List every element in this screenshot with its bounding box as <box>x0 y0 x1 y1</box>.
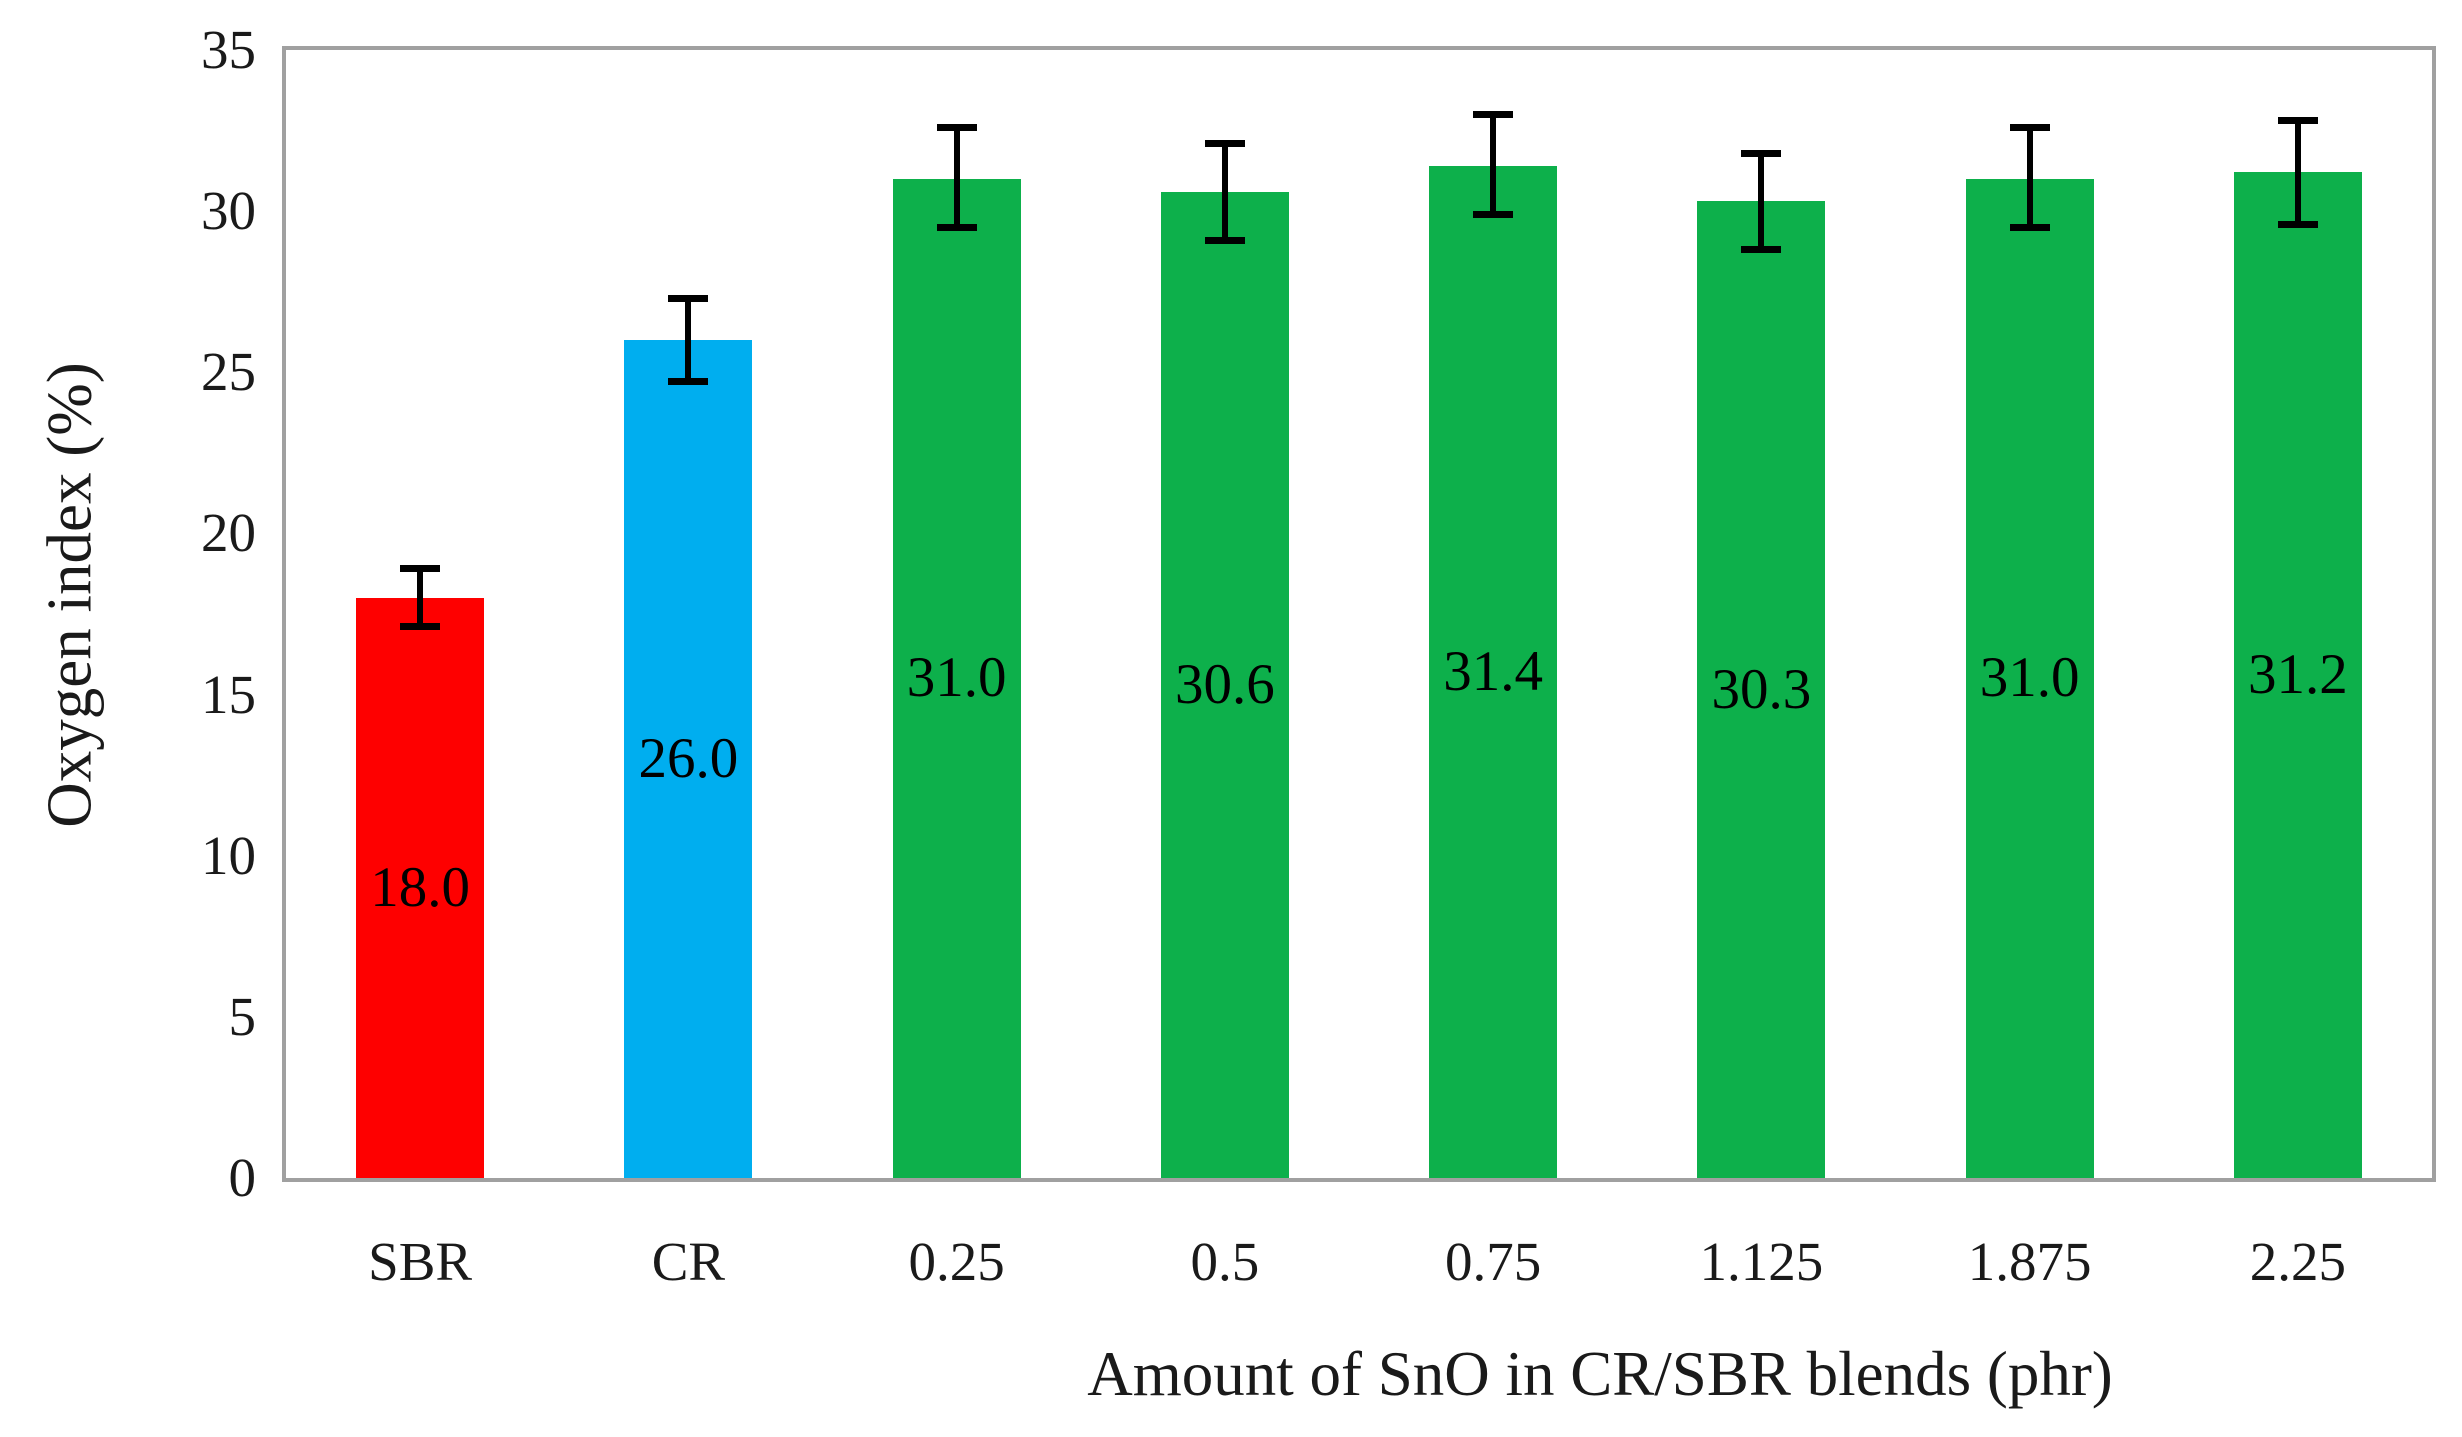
bar-value-label-2.25: 31.2 <box>2248 643 2348 707</box>
x-category-label-0.75: 0.75 <box>1445 1231 1542 1292</box>
y-tick-label-20: 20 <box>201 502 256 564</box>
bar-0.25 <box>892 178 1021 1178</box>
error-bar-bottom-cap-0.25 <box>936 223 977 231</box>
error-bar-top-cap-CR <box>668 294 709 302</box>
error-bar-bottom-cap-CR <box>668 378 709 386</box>
error-bar-bottom-cap-SBR <box>400 623 441 631</box>
error-bar-line-CR <box>685 298 692 382</box>
bar-0.75 <box>1429 166 1558 1178</box>
bar-2.25 <box>2233 172 2362 1178</box>
y-axis-tick-labels: 0 5 10 15 20 25 30 35 <box>0 0 256 1437</box>
error-bar-top-cap-2.25 <box>2277 117 2318 125</box>
y-tick-label-0: 0 <box>228 1147 257 1208</box>
error-bar-top-cap-0.75 <box>1473 110 1514 118</box>
plot-area: 18.0 26.0 31.0 30.6 31.4 30.3 31.0 31.2 <box>282 46 2436 1182</box>
error-bar-line-SBR <box>417 568 424 627</box>
y-tick-label-25: 25 <box>201 341 256 403</box>
error-bar-line-1.875 <box>2026 127 2033 228</box>
y-tick-label-15: 15 <box>201 663 256 725</box>
y-tick-label-10: 10 <box>201 824 256 886</box>
bar-value-label-0.5: 30.6 <box>1175 652 1275 716</box>
bar-SBR <box>356 597 485 1178</box>
bar-value-label-SBR: 18.0 <box>370 855 470 919</box>
bar-value-label-CR: 26.0 <box>638 727 739 791</box>
x-category-label-0.25: 0.25 <box>908 1231 1005 1292</box>
error-bar-top-cap-1.125 <box>1741 149 1782 157</box>
error-bar-top-cap-0.5 <box>1204 139 1245 147</box>
bar-1.125 <box>1697 201 1826 1178</box>
y-tick-label-30: 30 <box>201 180 256 242</box>
bar-1.875 <box>1965 178 2094 1178</box>
error-bar-line-0.5 <box>1221 143 1228 241</box>
error-bar-bottom-cap-0.75 <box>1473 210 1514 218</box>
error-bar-bottom-cap-1.125 <box>1741 246 1782 254</box>
bar-0.5 <box>1160 191 1289 1178</box>
x-category-label-0.5: 0.5 <box>1190 1231 1260 1292</box>
bar-CR <box>624 340 753 1178</box>
error-bar-top-cap-0.25 <box>936 123 977 131</box>
x-category-label-1.125: 1.125 <box>1699 1231 1824 1292</box>
error-bar-top-cap-SBR <box>400 565 441 573</box>
error-bar-bottom-cap-0.5 <box>1204 236 1245 244</box>
y-tick-label-35: 35 <box>201 19 256 80</box>
x-category-label-1.875: 1.875 <box>1967 1231 2092 1292</box>
y-tick-label-5: 5 <box>228 985 257 1047</box>
bar-value-label-1.875: 31.0 <box>1979 646 2080 710</box>
bar-value-label-0.75: 31.4 <box>1443 640 1543 703</box>
error-bar-line-2.25 <box>2294 120 2301 225</box>
error-bar-line-0.25 <box>953 127 960 228</box>
x-category-label-CR: CR <box>651 1231 726 1292</box>
error-bar-line-0.75 <box>1490 114 1497 215</box>
bar-value-label-1.125: 30.3 <box>1711 657 1812 721</box>
error-bar-bottom-cap-2.25 <box>2277 220 2318 228</box>
error-bar-bottom-cap-1.875 <box>2009 223 2050 231</box>
bar-value-label-0.25: 31.0 <box>906 646 1007 710</box>
x-category-label-2.25: 2.25 <box>2249 1231 2346 1292</box>
error-bar-line-1.125 <box>1758 153 1765 250</box>
x-axis-title: Amount of SnO in CR/SBR blends (phr) <box>1087 1339 2113 1409</box>
error-bar-top-cap-1.875 <box>2009 123 2050 131</box>
x-category-label-SBR: SBR <box>368 1231 473 1292</box>
